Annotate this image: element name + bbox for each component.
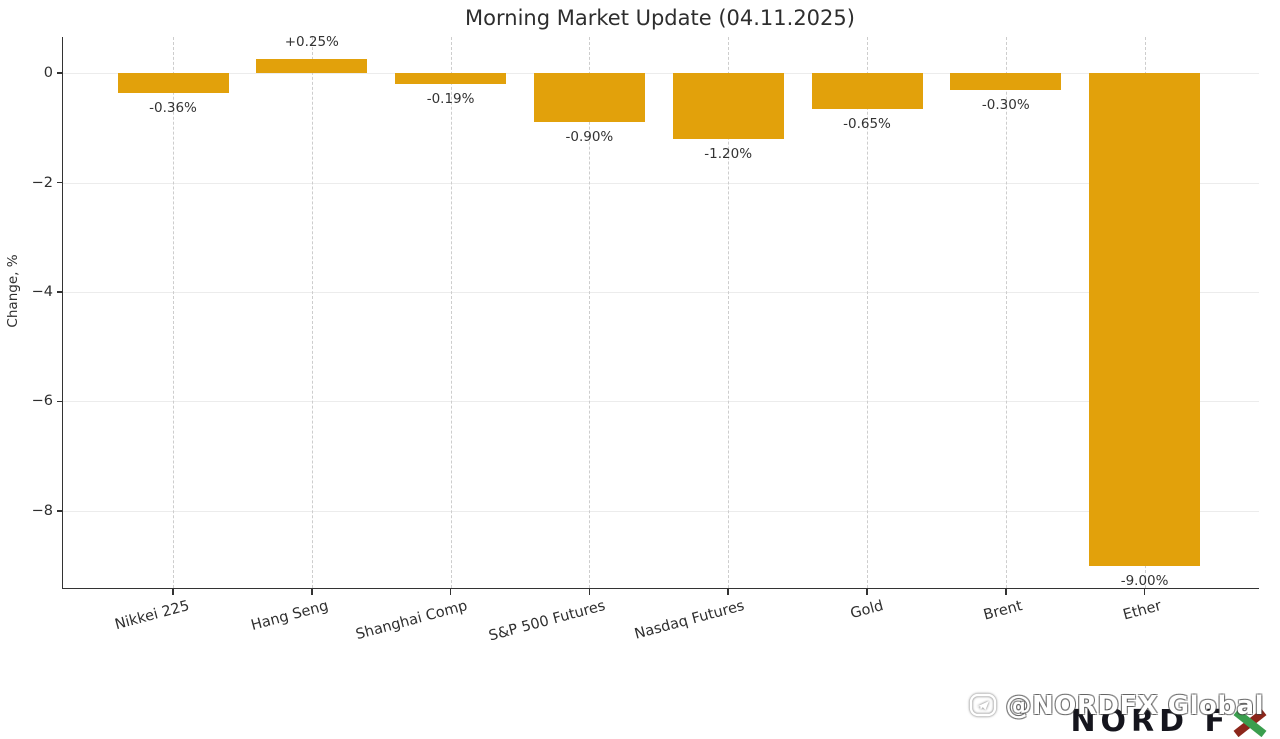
y-tick-mark: [57, 181, 63, 184]
bar-value-label: -0.65%: [843, 115, 891, 132]
h-gridline: [63, 401, 1259, 403]
x-tick-mark: [172, 589, 174, 595]
x-tick-mark: [727, 589, 729, 595]
y-tick-mark: [57, 72, 63, 74]
y-tick-label: 0: [43, 65, 53, 82]
bar: [256, 59, 368, 74]
bar: [950, 73, 1062, 90]
h-gridline: [63, 510, 1259, 512]
h-gridline: [63, 73, 1259, 75]
y-tick-mark: [57, 400, 63, 403]
bar-value-label: -0.90%: [565, 129, 614, 146]
bar-value-label: -0.30%: [981, 96, 1030, 113]
v-gridline: [173, 37, 174, 588]
bar-value-label: -0.19%: [426, 90, 475, 107]
y-tick-label: −2: [31, 174, 53, 191]
bar-value-label: +0.25%: [284, 34, 339, 51]
bar-value-label: -0.36%: [149, 99, 197, 116]
bar: [1089, 73, 1201, 566]
nordfx-x-icon: [1233, 709, 1267, 737]
h-gridline: [63, 182, 1259, 184]
bar: [117, 73, 229, 93]
x-tick-mark: [1143, 589, 1146, 595]
v-gridline: [1005, 37, 1007, 588]
x-tick-mark: [311, 589, 313, 595]
bar: [395, 73, 507, 84]
bar: [533, 73, 645, 123]
watermark: @NORDFX Global NORD F: [968, 691, 1268, 737]
v-gridline: [450, 37, 452, 588]
bar-value-label: -9.00%: [1120, 572, 1169, 589]
y-tick-label: −6: [31, 393, 53, 410]
v-gridline: [589, 37, 591, 588]
y-tick-mark: [57, 291, 63, 293]
x-tick-mark: [588, 589, 591, 595]
y-tick-mark: [57, 510, 63, 512]
telegram-icon: [970, 693, 997, 717]
v-gridline: [311, 37, 313, 588]
x-tick-mark: [449, 589, 452, 595]
watermark-handle-text: @NORDFX Global: [1005, 691, 1264, 721]
y-tick-label: −8: [31, 502, 53, 519]
watermark-handle-row: @NORDFX Global: [968, 691, 1264, 721]
h-gridline: [63, 291, 1259, 293]
plot-area: 0 −2 −4 −6 −8 -0.36% Nikkei 225 +0.25% Hang Seng…: [32, 34, 1259, 644]
bar: [811, 73, 923, 109]
v-gridline: [728, 37, 730, 588]
chart-title: Morning Market Update (04.11.2025): [465, 6, 855, 30]
y-tick-label: −4: [31, 283, 53, 300]
v-gridline: [867, 37, 868, 588]
x-tick-mark: [866, 589, 868, 595]
watermark-logo-text: NORD F: [1070, 704, 1230, 739]
x-tick-mark: [1005, 589, 1007, 595]
watermark-logo-row: NORD F: [1070, 707, 1268, 737]
bar-value-label: -1.20%: [704, 145, 753, 162]
bar: [672, 73, 784, 139]
